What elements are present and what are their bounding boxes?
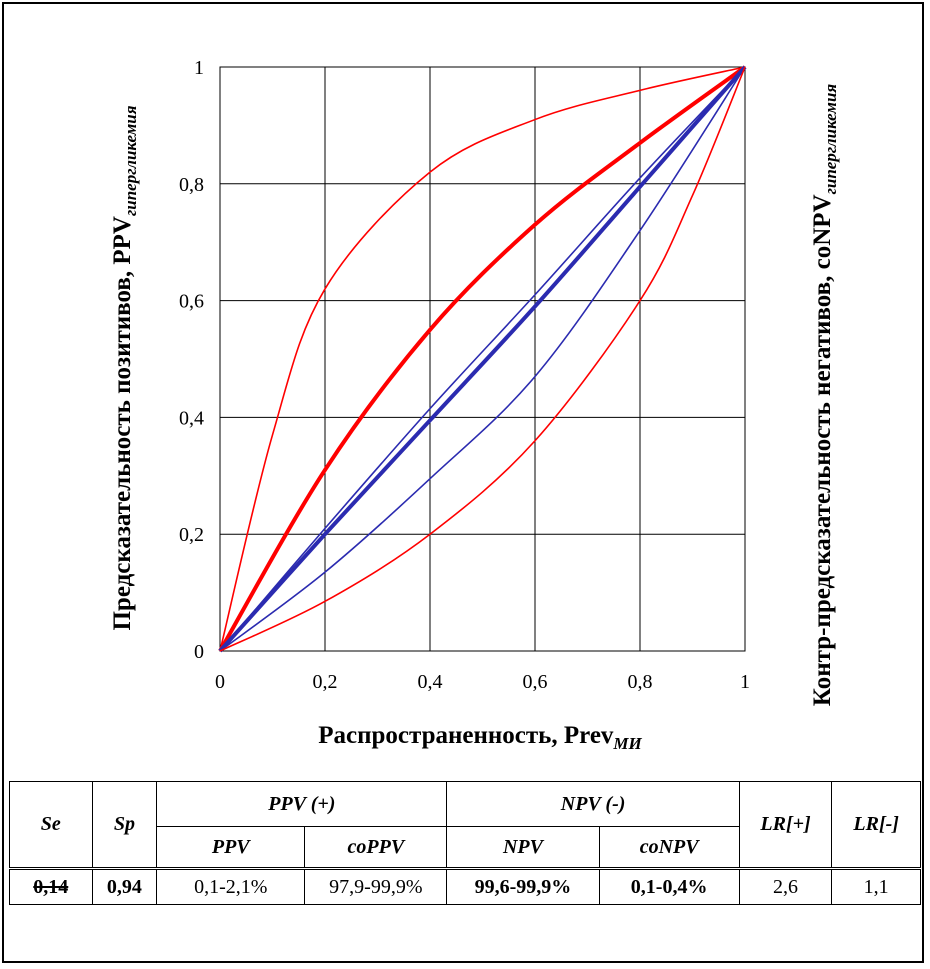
- header-conpv: coNPV: [598, 826, 740, 869]
- value-conpv: 0,1-0,4%: [598, 867, 740, 905]
- y-tick-label: 0,6: [179, 291, 204, 313]
- y-tick-label: 0,4: [179, 407, 204, 429]
- value-ppv: 0,1-2,1%: [156, 867, 306, 905]
- series-line-5: [219, 66, 746, 652]
- series-line-4: [218, 65, 747, 653]
- grid: [219, 66, 746, 652]
- series-line-2: [218, 65, 747, 653]
- y-tick-label: 0,8: [179, 174, 204, 196]
- header-ppv-group: PPV (+): [156, 781, 448, 827]
- y-tick-label: 1: [194, 57, 204, 79]
- series-line-1: [219, 66, 746, 652]
- y-axis-title-right: Контр-предсказательность негативов, coNP…: [809, 84, 840, 707]
- series-lines: [218, 65, 747, 653]
- y-axis-title-left: Предсказательность позитивов, PPVгипергл…: [109, 105, 140, 630]
- header-se: Se: [9, 781, 93, 869]
- x-tick-label: 0: [215, 671, 225, 693]
- value-lr-plus: 2,6: [738, 867, 833, 905]
- value-coppv: 97,9-99,9%: [304, 867, 448, 905]
- x-tick-label: 0,6: [523, 671, 548, 693]
- header-coppv: coPPV: [304, 826, 448, 869]
- plot-area-border: [219, 66, 746, 652]
- x-tick-label: 0,2: [313, 671, 338, 693]
- y-tick-label: 0: [194, 641, 204, 663]
- x-axis-title: Распространенность, PrevМИ: [318, 722, 642, 753]
- tick-labels: 0 0,2 0,4 0,6 0,8 1 0 0,2 0,4 0,6 0,8 1: [179, 57, 750, 693]
- header-npv: NPV: [446, 826, 600, 869]
- x-tick-label: 0,4: [418, 671, 443, 693]
- series-line-6: [219, 66, 746, 652]
- stats-table: Se Sp PPV (+) NPV (-) LR[+] LR[-] PPV co…: [9, 781, 921, 905]
- y-tick-label: 0,2: [179, 524, 204, 546]
- value-npv: 99,6-99,9%: [446, 867, 600, 905]
- header-npv-group: NPV (-): [446, 781, 740, 827]
- chart-svg: 0 0,2 0,4 0,6 0,8 1 0 0,2 0,4 0,6 0,8 1 Распростран…: [109, 57, 840, 753]
- value-lr-minus: 1,1: [831, 867, 921, 905]
- x-tick-label: 0,8: [628, 671, 653, 693]
- series-line-3: [219, 66, 746, 652]
- header-lr-minus: LR[-]: [831, 781, 921, 869]
- value-sp: 0,94: [91, 867, 158, 905]
- value-se: 0,14: [9, 867, 93, 905]
- x-tick-label: 1: [740, 671, 750, 693]
- header-ppv: PPV: [156, 826, 306, 869]
- header-sp: Sp: [91, 781, 158, 869]
- header-lr-plus: LR[+]: [738, 781, 833, 869]
